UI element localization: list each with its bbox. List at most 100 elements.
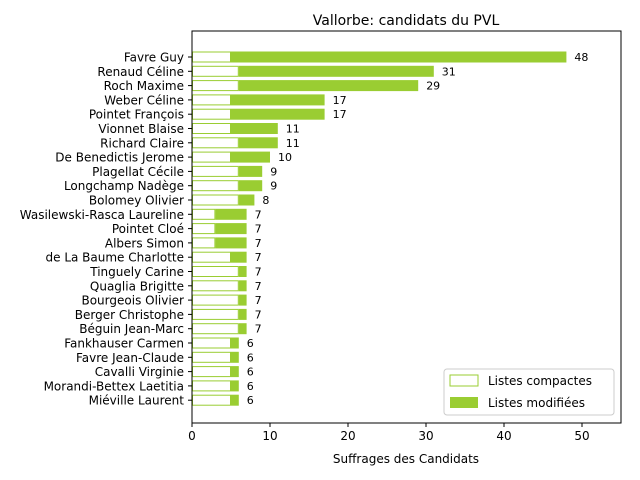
legend-swatch-modified <box>450 397 478 408</box>
x-tick-label: 10 <box>262 429 277 443</box>
value-label: 6 <box>247 380 254 393</box>
x-axis: 0 10 20 30 40 50 <box>188 423 590 443</box>
bar-modified <box>238 323 247 335</box>
bar-compact <box>192 280 239 292</box>
bar-modified <box>238 294 247 306</box>
category-label: Vionnet Blaise <box>98 122 184 136</box>
category-label: Roch Maxime <box>104 79 184 93</box>
x-axis-title: Suffrages des Candidats <box>333 452 479 466</box>
value-label: 31 <box>442 65 456 78</box>
category-label: Wasilewski-Rasca Laureline <box>20 208 184 222</box>
value-label: 29 <box>426 80 440 93</box>
bar-modified <box>238 280 247 292</box>
category-label: Béguin Jean-Marc <box>79 322 184 336</box>
bar-compact <box>192 194 239 206</box>
bar-modified <box>238 180 263 192</box>
legend-swatch-compact <box>449 374 479 387</box>
x-tick-label: 0 <box>188 429 196 443</box>
bar-compact <box>192 80 239 92</box>
value-label: 17 <box>333 94 347 107</box>
value-label: 7 <box>255 266 262 279</box>
bar-modified <box>238 137 278 149</box>
value-label: 7 <box>255 223 262 236</box>
value-label: 7 <box>255 323 262 336</box>
bar-modified <box>231 51 567 63</box>
value-label: 6 <box>247 366 254 379</box>
bar-modified <box>231 351 239 363</box>
bar-compact <box>192 323 239 335</box>
value-label: 7 <box>255 251 262 264</box>
bar-modified <box>231 94 325 106</box>
category-label: Plagellat Cécile <box>92 165 184 179</box>
category-label: Pointet François <box>89 108 184 122</box>
bar-compact <box>192 337 231 349</box>
value-label: 6 <box>247 337 254 350</box>
category-label: Pointet Cloé <box>112 222 184 236</box>
bar-modified <box>215 237 247 249</box>
bar-modified <box>231 394 239 406</box>
value-label: 9 <box>270 165 277 178</box>
bar-compact <box>192 380 231 392</box>
bar-compact <box>192 223 216 235</box>
value-label: 9 <box>270 180 277 193</box>
category-label: de La Baume Charlotte <box>46 251 185 265</box>
bar-compact <box>192 123 231 134</box>
category-label: Bolomey Olivier <box>89 194 184 208</box>
category-label: Favre Guy <box>124 51 184 65</box>
bar-modified <box>231 123 278 134</box>
category-label: Berger Christophe <box>75 308 184 322</box>
category-label: Bourgeois Olivier <box>81 294 184 308</box>
bar-modified <box>215 223 247 235</box>
legend-label-modified: Listes modifiées <box>488 396 585 410</box>
value-label: 7 <box>255 280 262 293</box>
bar-modified <box>238 194 255 206</box>
x-tick-label: 30 <box>418 429 433 443</box>
legend-label-compact: Listes compactes <box>488 374 592 388</box>
bar-modified <box>231 380 239 392</box>
x-tick-label: 40 <box>496 429 511 443</box>
legend: Listes compactes Listes modifiées <box>443 368 615 416</box>
bar-compact <box>192 251 231 263</box>
bar-modified <box>231 108 325 120</box>
bar-modified <box>238 266 247 277</box>
bar-compact <box>192 165 239 177</box>
bar-modified <box>231 151 270 163</box>
value-label: 11 <box>286 123 300 136</box>
bar-compact <box>192 137 239 149</box>
bar-compact <box>192 108 231 120</box>
category-label: Albers Simon <box>105 236 184 250</box>
value-label: 17 <box>333 108 347 121</box>
bar-compact <box>192 266 239 277</box>
value-label: 6 <box>247 394 254 407</box>
bar-compact <box>192 51 231 63</box>
category-label: Quaglia Brigitte <box>90 279 184 293</box>
bar-compact <box>192 65 239 77</box>
category-label: Miéville Laurent <box>89 394 185 408</box>
value-label: 7 <box>255 294 262 307</box>
category-label: Tinguely Carine <box>89 265 184 279</box>
bar-compact <box>192 94 231 106</box>
bar-modified <box>238 80 419 92</box>
category-label: Morandi-Bettex Laetitia <box>44 379 184 393</box>
bar-modified <box>231 337 239 349</box>
value-label: 7 <box>255 208 262 221</box>
category-label: Favre Jean-Claude <box>76 351 184 365</box>
bar-modified <box>215 208 247 220</box>
value-label: 7 <box>255 308 262 321</box>
bar-modified <box>238 65 434 77</box>
plot-frame <box>191 30 622 424</box>
bar-modified <box>238 165 263 177</box>
bar-compact <box>192 394 231 406</box>
value-label: 10 <box>278 151 292 164</box>
bar-compact <box>192 351 231 363</box>
chart-title: Vallorbe: candidats du PVL <box>313 13 500 29</box>
category-label: Longchamp Nadège <box>64 179 184 193</box>
bar-compact <box>192 237 216 249</box>
bar-modified <box>238 308 247 320</box>
bar-modified <box>231 251 247 263</box>
category-label: Fankhauser Carmen <box>64 337 184 351</box>
value-label: 11 <box>286 137 300 150</box>
x-tick-label: 20 <box>340 429 355 443</box>
